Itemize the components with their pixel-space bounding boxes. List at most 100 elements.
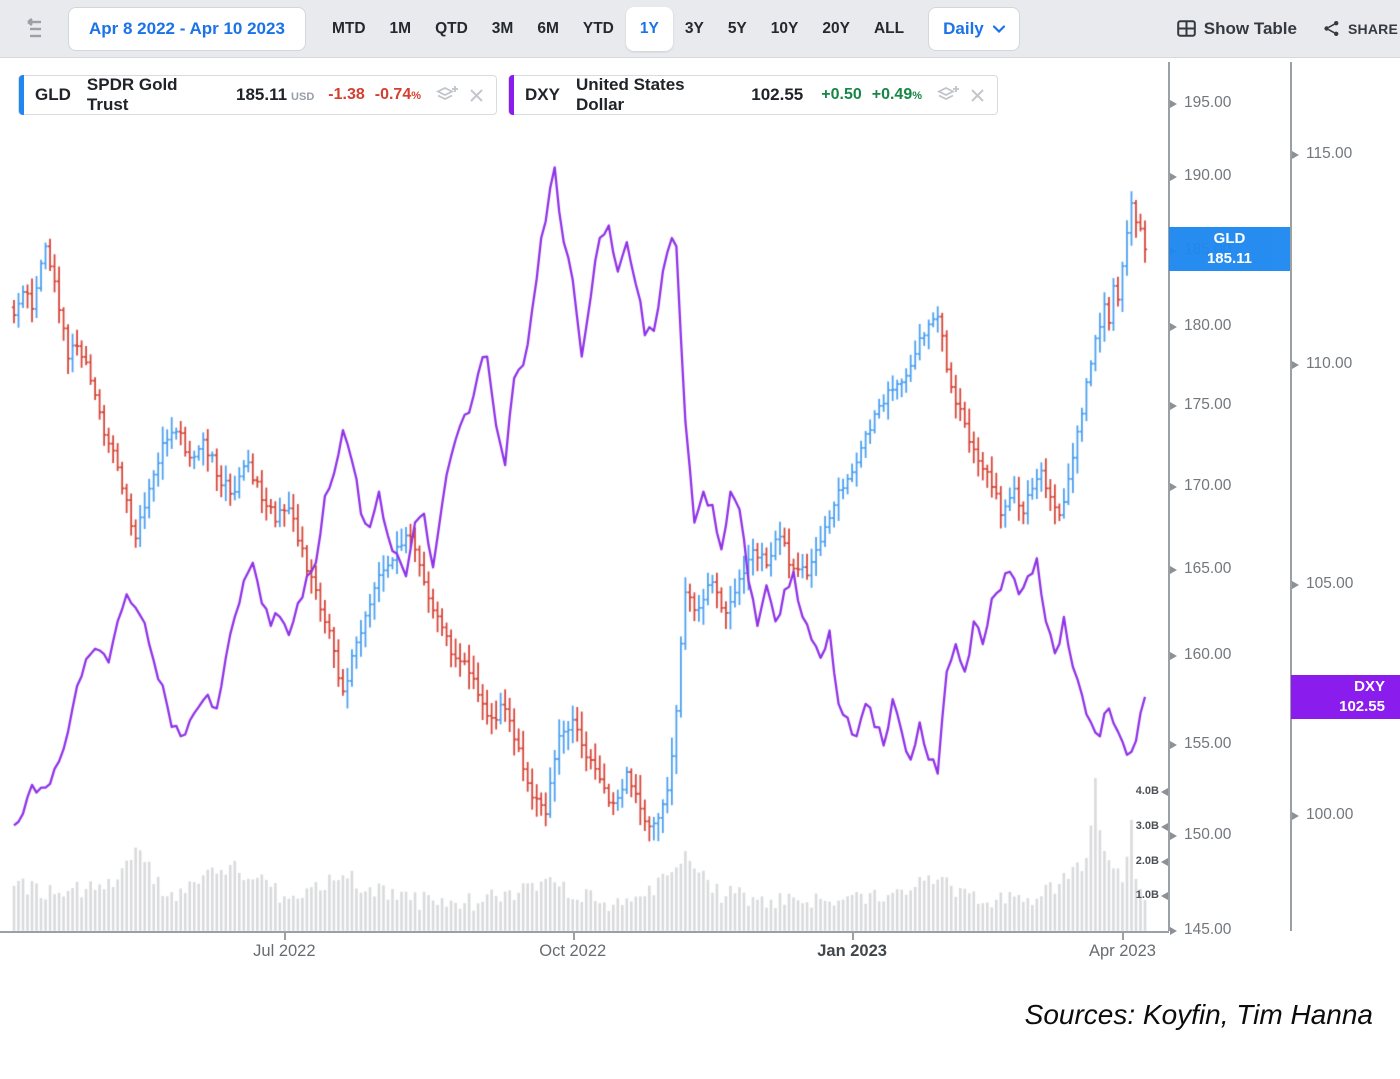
dxy-axis-tick-label: 115.00 xyxy=(1306,145,1353,162)
gld-axis-tick-arrow xyxy=(1170,402,1177,411)
gld-change: -1.38 xyxy=(328,86,365,103)
period-button-1m[interactable]: 1M xyxy=(389,19,412,37)
gld-axis-tick-arrow xyxy=(1170,566,1177,575)
dxy-axis-tick-arrow xyxy=(1292,812,1299,820)
period-button-1y[interactable]: 1Y xyxy=(625,6,673,51)
gld-chip-icons xyxy=(435,84,484,106)
dxy-axis-line xyxy=(1290,62,1292,931)
volume-tick-label: 4.0B xyxy=(1135,785,1159,797)
x-axis-tick xyxy=(572,931,575,940)
period-button-20y[interactable]: 20Y xyxy=(822,19,850,37)
period-button-ytd[interactable]: YTD xyxy=(582,19,614,37)
dxy-axis-tick-arrow xyxy=(1292,361,1299,370)
dxy-axis-tick-arrow xyxy=(1292,151,1299,159)
dxy-ticker: DXY xyxy=(525,85,560,104)
gld-axis-tick-arrow xyxy=(1170,172,1177,181)
period-buttons: MTD 1M QTD 3M 6M YTD 1Y 3Y 5Y 10Y 20Y ALL xyxy=(320,6,916,51)
gld-change-pct: -0.74% xyxy=(374,86,421,103)
gld-axis-tick-label: 160.00 xyxy=(1184,646,1232,664)
period-button-qtd[interactable]: QTD xyxy=(435,19,468,37)
gld-axis-tick-label: 190.00 xyxy=(1184,166,1232,184)
layers-plus-icon[interactable] xyxy=(936,84,960,106)
period-button-mtd[interactable]: MTD xyxy=(331,19,366,37)
x-axis-line xyxy=(0,931,1169,933)
period-button-3y[interactable]: 3Y xyxy=(684,19,704,37)
x-axis-label: Jul 2022 xyxy=(253,942,316,960)
price-chart-canvas[interactable] xyxy=(0,58,1168,932)
volume-tick-arrow xyxy=(1161,857,1168,866)
x-axis-label: Oct 2022 xyxy=(539,942,607,960)
gld-axis-tick-arrow xyxy=(1170,740,1177,749)
gld-axis-tick-arrow xyxy=(1170,832,1177,841)
gld-axis-tick-arrow xyxy=(1170,482,1177,491)
gld-currency: USD xyxy=(291,91,315,103)
gld-price: 185.11 xyxy=(235,85,288,104)
volume-tick-label: 3.0B xyxy=(1135,819,1159,832)
gld-ticker: GLD xyxy=(35,85,71,104)
show-table-button[interactable]: Show Table xyxy=(1176,18,1297,39)
period-button-all[interactable]: ALL xyxy=(873,19,905,37)
dxy-axis-tick-label: 105.00 xyxy=(1306,575,1354,593)
gld-axis-tick-label: 165.00 xyxy=(1184,560,1232,578)
legend-chip-gld[interactable]: GLD SPDR Gold Trust 185.11 USD -1.38 -0.… xyxy=(18,75,497,115)
period-button-5y[interactable]: 5Y xyxy=(727,19,747,37)
toolbar: Apr 8 2022 - Apr 10 2023 MTD 1M QTD 3M 6M YTD… xyxy=(0,0,1400,58)
dxy-name: United States Dollar xyxy=(575,75,685,114)
gld-name: SPDR Gold Trust xyxy=(86,75,178,114)
close-icon[interactable] xyxy=(469,88,484,103)
collapse-sidebar-button[interactable] xyxy=(22,12,58,46)
x-axis-tick xyxy=(1122,931,1125,940)
x-axis-tick xyxy=(852,931,855,940)
dxy-axis-tick-label: 100.00 xyxy=(1306,806,1354,823)
frequency-label: Daily xyxy=(943,18,984,38)
x-axis-label: Jan 2023 xyxy=(817,942,887,960)
gld-accent-bar xyxy=(19,75,24,115)
gld-axis-tick-arrow xyxy=(1170,927,1177,935)
gld-axis-tick-label: 150.00 xyxy=(1184,826,1232,844)
share-button[interactable]: SHARE xyxy=(1323,20,1398,37)
volume-tick-label: 1.0B xyxy=(1135,889,1159,902)
x-axis-label: Apr 2023 xyxy=(1088,942,1156,960)
gld-axis-tick-label: 145.00 xyxy=(1184,921,1232,938)
volume-tick-arrow xyxy=(1161,788,1168,796)
gld-last-price-tag: GLD 185.11 xyxy=(1169,227,1290,272)
collapse-menu-icon xyxy=(25,17,55,41)
date-range-picker[interactable]: Apr 8 2022 - Apr 10 2023 xyxy=(68,6,306,51)
volume-tick-label: 2.0B xyxy=(1135,854,1159,867)
sources-credit: Sources: Koyfin, Tim Hanna xyxy=(1024,999,1373,1030)
period-button-6m[interactable]: 6M xyxy=(537,19,559,37)
dxy-axis-tick-arrow xyxy=(1292,581,1299,590)
chevron-down-icon xyxy=(992,24,1005,33)
gld-axis-tick-label: 195.00 xyxy=(1184,94,1232,111)
gld-axis-tick-label: 155.00 xyxy=(1184,734,1232,752)
volume-tick-arrow xyxy=(1161,822,1168,831)
show-table-label: Show Table xyxy=(1203,18,1297,38)
close-icon[interactable] xyxy=(970,88,985,103)
toolbar-right: Show Table SHARE xyxy=(1176,18,1400,39)
share-icon xyxy=(1323,20,1340,37)
x-axis-tick xyxy=(284,931,287,940)
table-icon xyxy=(1176,20,1196,37)
dxy-change-pct: +0.49% xyxy=(871,86,922,103)
dxy-chip-icons xyxy=(936,84,985,106)
frequency-dropdown[interactable]: Daily xyxy=(928,6,1020,51)
volume-tick-arrow xyxy=(1161,892,1168,901)
dxy-accent-bar xyxy=(509,75,514,115)
gld-axis-tick-label: 180.00 xyxy=(1184,317,1232,335)
gld-axis-tick-label: 175.00 xyxy=(1184,396,1232,414)
gld-axis-line xyxy=(1168,62,1170,931)
dxy-last-price-tag: DXY 102.55 xyxy=(1291,674,1400,719)
gld-axis-tick-arrow xyxy=(1170,323,1177,332)
gld-axis-tick-arrow xyxy=(1170,652,1177,661)
legend-chip-dxy[interactable]: DXY United States Dollar 102.55 +0.50 +0… xyxy=(508,75,998,115)
dxy-price: 102.55 xyxy=(751,85,804,104)
dxy-axis-tick-label: 110.00 xyxy=(1306,355,1353,373)
period-button-3m[interactable]: 3M xyxy=(491,19,514,37)
date-range-label: Apr 8 2022 - Apr 10 2023 xyxy=(89,18,285,38)
gld-axis-tick-label: 170.00 xyxy=(1184,476,1232,494)
layers-plus-icon[interactable] xyxy=(435,84,459,106)
dxy-change: +0.50 xyxy=(821,86,862,103)
gld-axis-tick-arrow xyxy=(1170,100,1177,108)
period-button-10y[interactable]: 10Y xyxy=(770,19,799,37)
